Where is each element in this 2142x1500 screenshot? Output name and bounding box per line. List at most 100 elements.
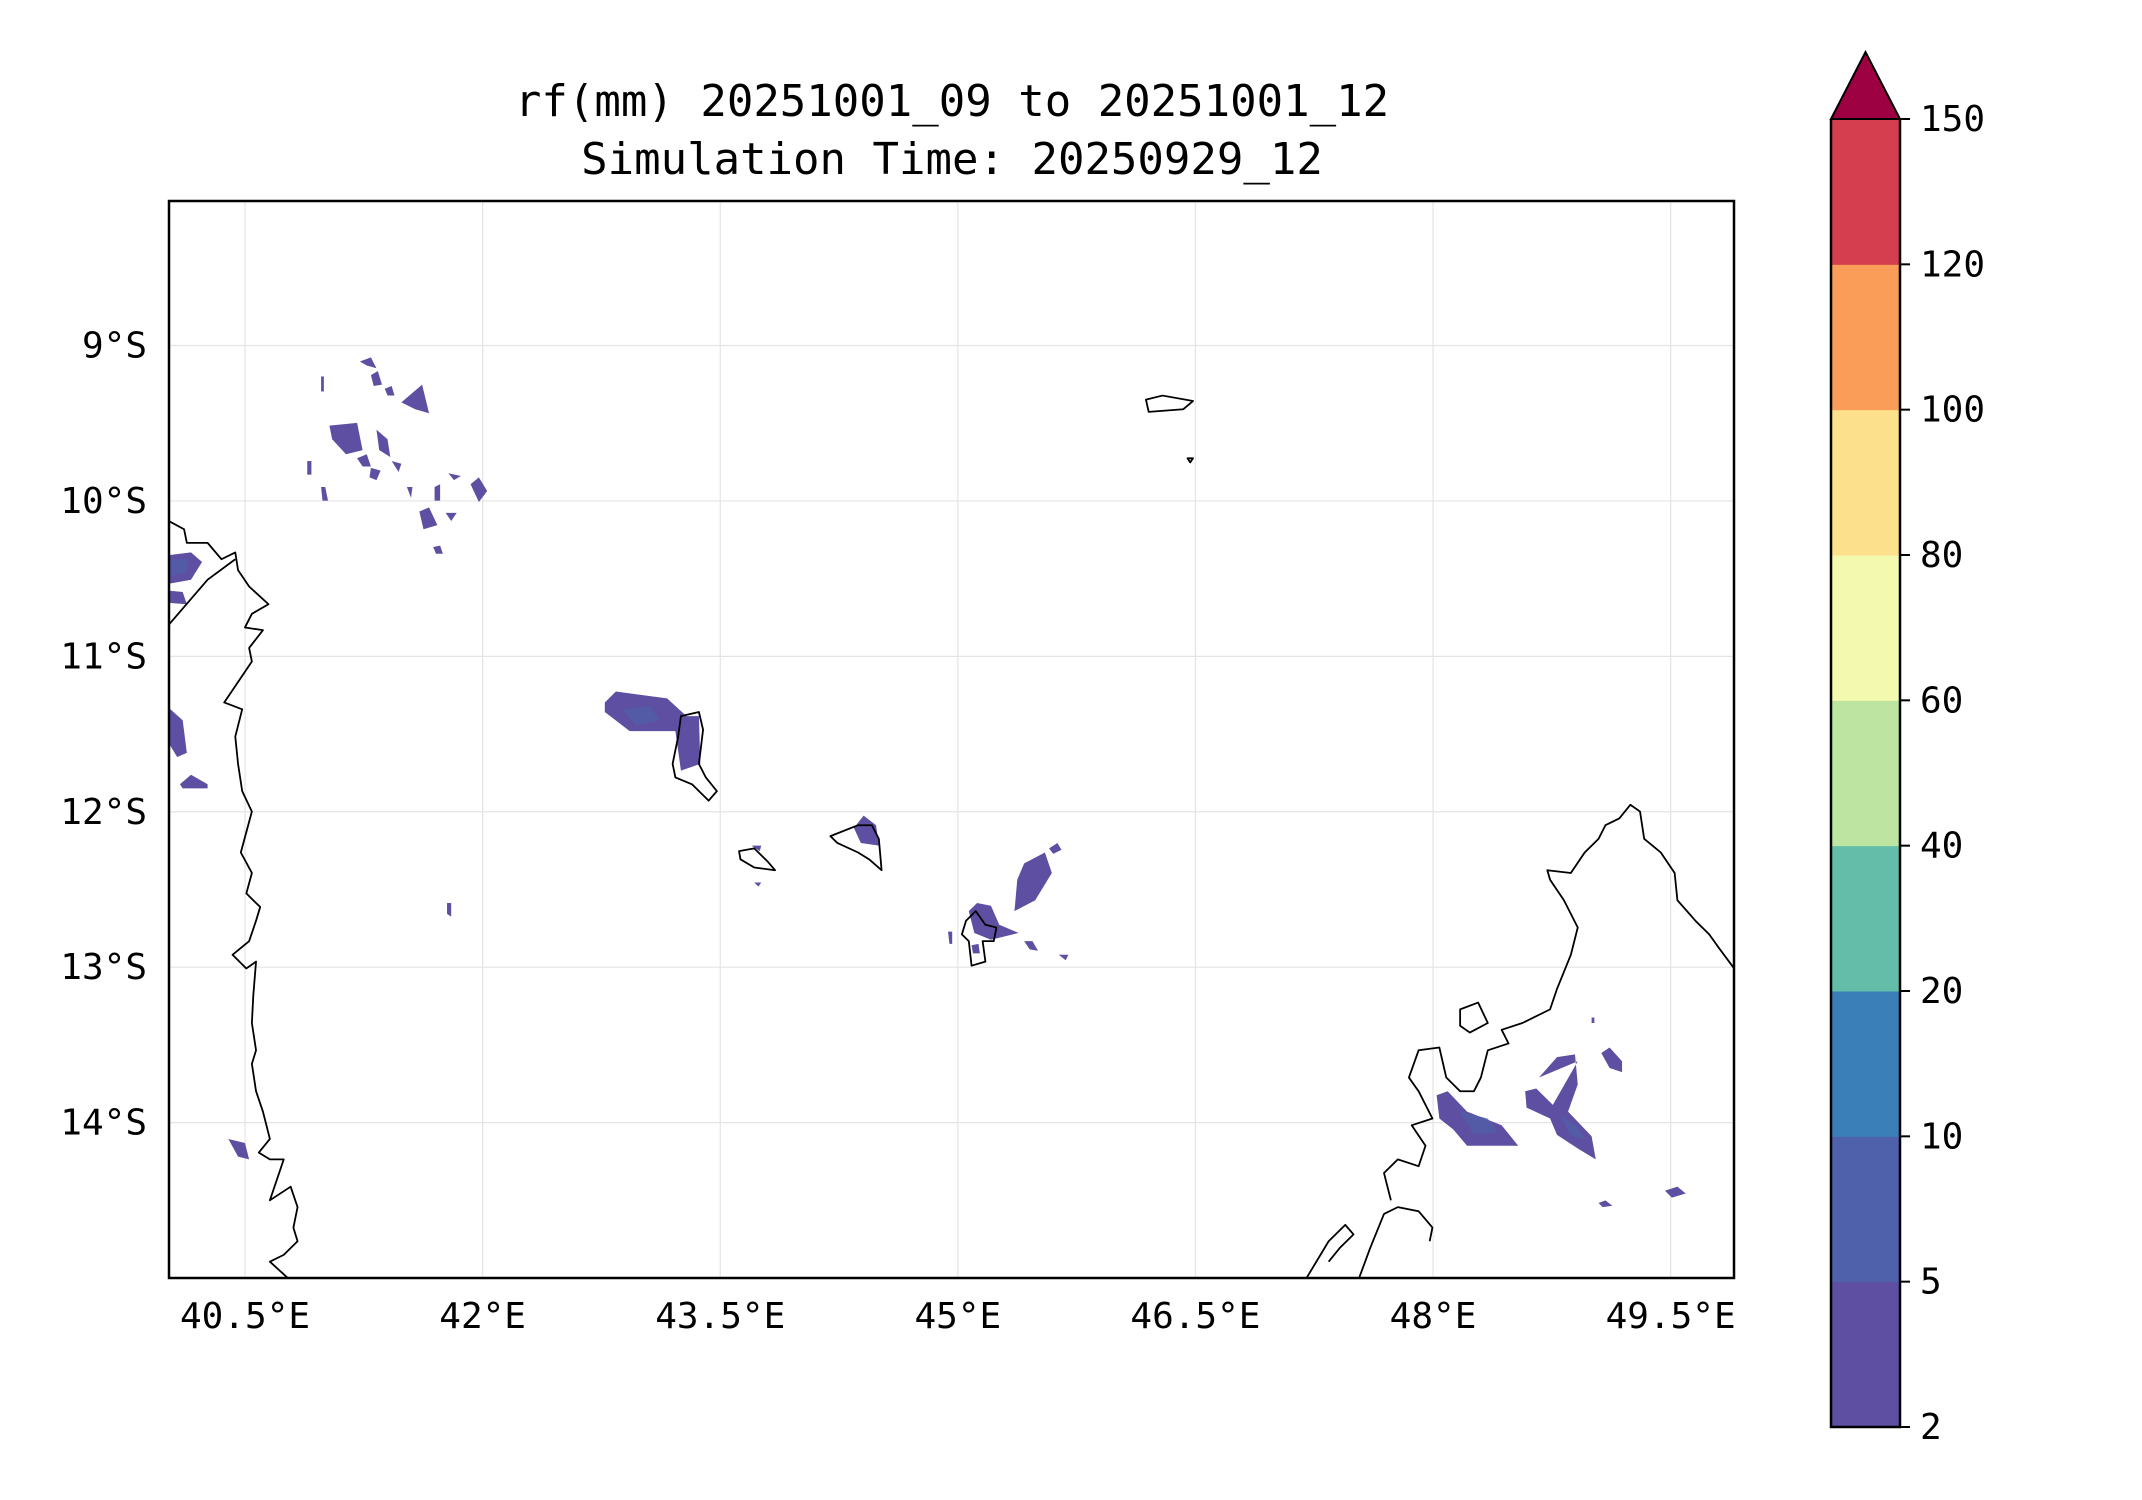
chart-title: rf(mm) 20251001_09 to 20251001_12 (514, 76, 1390, 127)
x-tick-label: 49.5°E (1606, 1296, 1736, 1337)
rain-area (359, 357, 377, 369)
rainfall-areas-5-10 (171, 559, 1587, 1141)
rain-area (307, 461, 312, 475)
x-tick-label: 40.5°E (180, 1296, 310, 1337)
colorbar-frame (1829, 119, 1902, 1429)
colorbar-tick-label: 20 (1920, 971, 1963, 1012)
rain-area (470, 477, 488, 502)
y-tick-label: 12°S (60, 792, 147, 833)
colorbar-segment (1831, 119, 1900, 265)
rain-area (1561, 1115, 1587, 1141)
colorbar-tick-label: 120 (1920, 244, 1985, 285)
x-tick-label: 42°E (439, 1296, 526, 1337)
map-frame (167, 199, 1736, 1280)
coastline-grande-comore (671, 711, 718, 802)
rain-area (168, 707, 187, 758)
rain-area (751, 845, 762, 852)
x-axis: 40.5°E 42°E 43.5°E 45°E 46.5°E 48°E 49.5°E (180, 1296, 1736, 1337)
coastline-madagascar (1358, 803, 1735, 1279)
colorbar-tick-label: 10 (1920, 1116, 1963, 1157)
colorbar-tick-label: 60 (1920, 680, 1963, 721)
rain-area (401, 384, 430, 414)
rain-area (321, 486, 329, 501)
rain-area (1014, 852, 1052, 912)
colorbar-tick-label: 150 (1920, 99, 1985, 140)
rain-area (968, 902, 1019, 940)
colorbar-segment (1831, 1136, 1900, 1283)
coastlines (168, 394, 1735, 1279)
gridlines (169, 201, 1734, 1278)
rain-area (445, 512, 457, 522)
rain-area (754, 882, 762, 887)
rain-area (1460, 1111, 1498, 1135)
rain-area (171, 559, 189, 576)
y-axis: 9°S 10°S 11°S 12°S 13°S 14°S (60, 326, 147, 1144)
rain-area (391, 461, 402, 472)
map-content (168, 357, 1735, 1279)
rain-area (1601, 1047, 1623, 1073)
rain-area (447, 902, 452, 917)
coastline-east-africa (168, 520, 299, 1279)
y-tick-label: 14°S (60, 1103, 147, 1144)
rain-area (604, 691, 701, 771)
rain-area (1058, 954, 1069, 961)
x-tick-label: 46.5°E (1130, 1296, 1260, 1337)
rain-area (1591, 1017, 1595, 1024)
rain-area (1049, 842, 1062, 854)
rain-area (406, 486, 413, 498)
coastline-inlet (168, 558, 236, 626)
colorbar-tick-label: 100 (1920, 390, 1985, 431)
x-tick-label: 43.5°E (655, 1296, 785, 1337)
rain-area (1598, 1200, 1613, 1208)
x-tick-label: 45°E (914, 1296, 1001, 1337)
rain-area (419, 507, 438, 530)
colorbar-tick-label: 40 (1920, 826, 1963, 867)
rain-area (329, 422, 363, 455)
colorbar-segment (1831, 1281, 1900, 1428)
rain-area (228, 1138, 250, 1160)
coastline-glorioso (1145, 394, 1194, 413)
rain-area (971, 943, 980, 954)
coastline-islet (1186, 457, 1194, 464)
y-tick-label: 9°S (82, 326, 147, 367)
rain-area (1664, 1186, 1686, 1198)
y-tick-label: 13°S (60, 947, 147, 988)
rain-area (376, 429, 391, 457)
coastline-mayotte (960, 910, 998, 967)
rain-area (357, 454, 371, 467)
colorbar-segment (1831, 555, 1900, 701)
rain-area (433, 545, 443, 554)
rain-area (948, 931, 953, 944)
colorbar-tick-label: 5 (1920, 1262, 1942, 1303)
rain-area (434, 484, 441, 501)
colorbar-tick-label: 2 (1920, 1407, 1942, 1448)
rainfall-areas (168, 357, 1686, 1208)
colorbar-segment (1831, 264, 1900, 411)
rain-area (1525, 1054, 1596, 1160)
coastline-nosy-be (1459, 1001, 1489, 1034)
rain-area (1024, 941, 1038, 951)
x-tick-label: 48°E (1390, 1296, 1477, 1337)
rain-area (370, 371, 382, 387)
colorbar-segment (1831, 845, 1900, 992)
rain-area (853, 815, 879, 846)
rain-area (622, 706, 659, 726)
rain-area (448, 473, 461, 481)
colorbar-segment (1831, 991, 1900, 1137)
colorbar-tick-label: 80 (1920, 535, 1963, 576)
colorbar: 2 5 10 20 40 60 80 100 120 150 (1829, 49, 1985, 1448)
chart-subtitle: Simulation Time: 20250929_12 (581, 134, 1323, 185)
rain-area (384, 386, 395, 396)
rain-area (369, 467, 381, 481)
y-tick-label: 10°S (60, 481, 147, 522)
rain-area (321, 376, 324, 392)
colorbar-segment (1831, 700, 1900, 847)
rain-area (168, 590, 187, 605)
rain-area (179, 774, 208, 789)
coastline-anjouan (829, 824, 883, 872)
y-tick-label: 11°S (60, 636, 147, 677)
colorbar-extend-arrow (1829, 49, 1902, 120)
coastline-moheli (738, 847, 776, 872)
colorbar-segment (1831, 409, 1900, 556)
